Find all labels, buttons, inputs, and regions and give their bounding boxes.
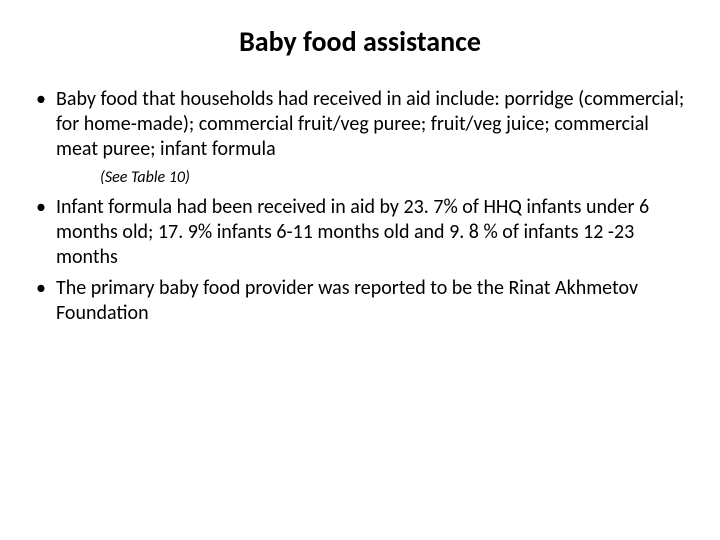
slide: Baby food assistance Baby food that hous… <box>0 0 720 540</box>
bullet-text: Infant formula had been received in aid … <box>56 195 649 269</box>
bullet-text: The primary baby food provider was repor… <box>56 276 638 325</box>
bullet-item: Infant formula had been received in aid … <box>28 195 692 270</box>
bullet-list: Infant formula had been received in aid … <box>28 195 692 326</box>
bullet-text: Baby food that households had received i… <box>56 87 684 161</box>
table-reference-note: (See Table 10) <box>100 168 692 187</box>
bullet-item: The primary baby food provider was repor… <box>28 276 692 326</box>
bullet-item: Baby food that households had received i… <box>28 87 692 162</box>
slide-title: Baby food assistance <box>28 24 692 59</box>
bullet-list: Baby food that households had received i… <box>28 87 692 162</box>
